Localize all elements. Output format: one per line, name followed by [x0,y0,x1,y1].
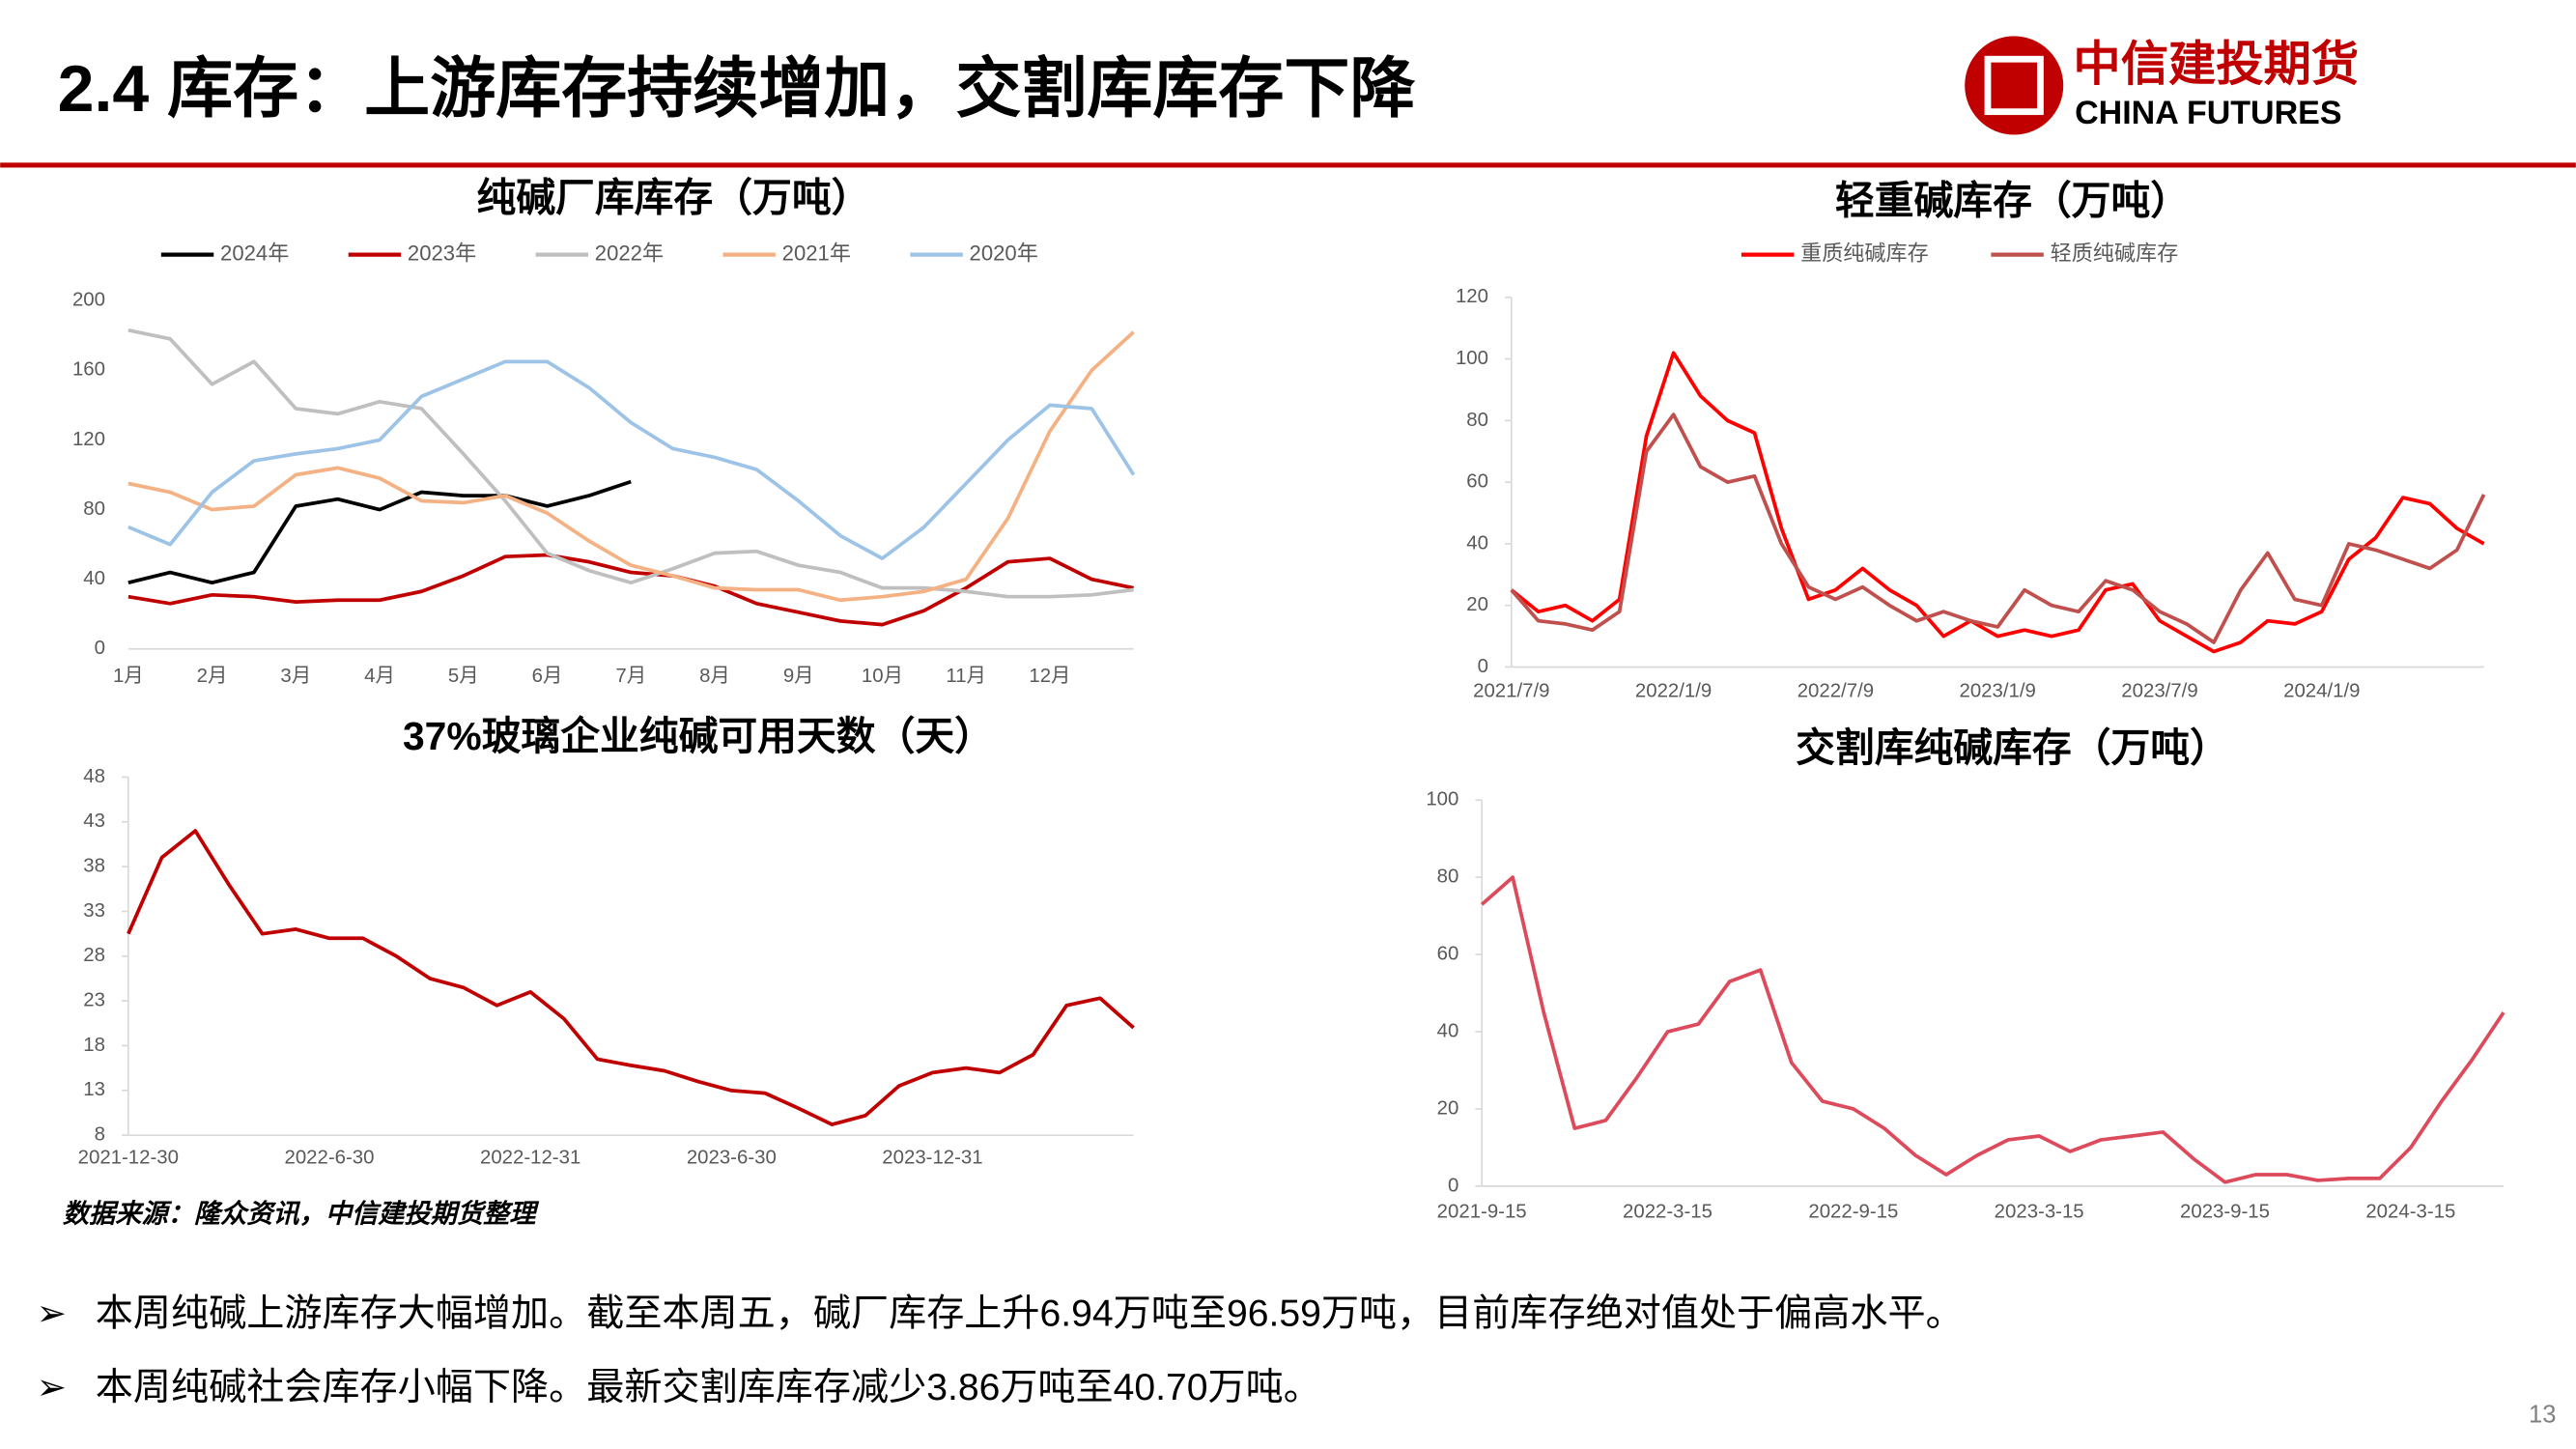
x-tick-label: 2月 [197,666,228,687]
bullet-text: 本周纯碱上游库存大幅增加。截至本周五，碱厂库存上升6.94万吨至96.59万吨，… [96,1293,1964,1335]
legend-label: 2021年 [782,241,851,265]
y-tick-label: 80 [1437,867,1459,888]
slide-title: 2.4 库存：上游库存持续增加，交割库库存下降 [58,52,1416,126]
x-tick-label: 7月 [615,666,646,687]
x-tick-label: 2022-12-31 [480,1147,580,1168]
logo-cn: 中信建投期货 [2073,38,2359,91]
y-tick-label: 120 [72,429,105,450]
y-tick-label: 160 [72,359,105,381]
x-tick-label: 2023-9-15 [2180,1201,2270,1222]
legend-label: 2020年 [970,241,1038,265]
y-tick-label: 18 [83,1035,105,1056]
y-tick-label: 100 [1456,348,1488,369]
x-tick-label: 2022-9-15 [1808,1201,1898,1222]
x-tick-label: 2021/7/9 [1473,680,1549,701]
y-tick-label: 60 [1437,943,1459,964]
data-line [127,829,1135,1126]
x-tick-label: 6月 [532,666,563,687]
bullet-icon: ➢ [37,1293,67,1333]
x-tick-label: 3月 [280,666,311,687]
y-tick-label: 120 [1456,286,1488,307]
x-tick-label: 2023/7/9 [2121,680,2197,701]
legend-label: 重质纯碱库存 [1800,241,1929,265]
y-tick-label: 40 [1437,1020,1459,1041]
data-line [127,359,1136,560]
x-tick-label: 2022-3-15 [1623,1201,1713,1222]
x-tick-label: 2022/7/9 [1798,680,1874,701]
chart-title: 交割库纯碱库存（万吨） [1796,725,2229,770]
x-tick-label: 2021-12-30 [78,1147,179,1168]
x-tick-label: 2022/1/9 [1635,680,1712,701]
x-tick-label: 12月 [1029,666,1070,687]
y-tick-label: 80 [83,498,105,520]
y-tick-label: 0 [1478,656,1488,677]
y-tick-label: 80 [1466,410,1488,431]
x-tick-label: 2023-12-31 [882,1147,982,1168]
x-tick-label: 2024-3-15 [2365,1201,2455,1222]
data-line [127,479,632,585]
chart-title: 37%玻璃企业纯碱可用天数（天） [403,714,994,758]
y-tick-label: 48 [83,766,105,787]
data-line [1510,412,2486,644]
header-rule [0,162,2576,168]
x-tick-label: 4月 [364,666,395,687]
page-number: 13 [2529,1402,2556,1429]
logo-mark [1965,36,2064,135]
y-tick-label: 40 [83,568,105,589]
legend-label: 轻质纯碱库存 [2051,241,2179,265]
y-tick-label: 28 [83,945,105,966]
y-tick-label: 23 [83,990,105,1011]
x-tick-label: 2024/1/9 [2283,680,2360,701]
x-tick-label: 2023/1/9 [1960,680,2036,701]
data-line [127,328,1134,599]
y-tick-label: 60 [1466,471,1488,493]
y-tick-label: 40 [1466,532,1488,554]
x-tick-label: 2023-3-15 [1995,1201,2084,1222]
y-tick-label: 20 [1437,1097,1459,1119]
x-tick-label: 5月 [448,666,479,687]
logo-en: CHINA FUTURES [2075,95,2341,131]
y-tick-label: 8 [95,1124,105,1146]
y-tick-label: 100 [1426,789,1458,810]
y-tick-label: 0 [95,638,105,659]
x-tick-label: 9月 [783,666,814,687]
x-tick-label: 2021-9-15 [1437,1201,1527,1222]
chart-title: 纯碱厂库库存（万吨） [476,175,870,219]
x-tick-label: 10月 [862,666,903,687]
x-tick-label: 2023-6-30 [687,1147,777,1168]
logo-inner [1984,55,2044,116]
data-line [127,553,1135,627]
legend-label: 2022年 [595,241,664,265]
x-tick-label: 11月 [946,666,986,687]
data-line [1510,351,2485,654]
bullet-text: 本周纯碱社会库存小幅下降。最新交割库库存减少3.86万吨至40.70万吨。 [96,1367,1321,1408]
x-tick-label: 2022-6-30 [284,1147,374,1168]
legend-label: 2024年 [220,241,289,265]
legend-label: 2023年 [408,241,476,265]
chart-title: 轻重碱库存（万吨） [1835,179,2190,223]
y-tick-label: 13 [83,1079,105,1100]
y-tick-label: 43 [83,810,105,832]
source-note: 数据来源：隆众资讯，中信建投期货整理 [63,1199,540,1229]
data-line [127,330,1135,603]
y-tick-label: 20 [1466,594,1488,615]
y-tick-label: 0 [1448,1175,1458,1196]
bullet-icon: ➢ [37,1367,67,1407]
x-tick-label: 8月 [699,666,730,687]
x-tick-label: 1月 [113,666,144,687]
y-tick-label: 200 [72,290,105,311]
y-tick-label: 33 [83,900,105,922]
y-tick-label: 38 [83,855,105,876]
data-line [1480,875,2505,1184]
